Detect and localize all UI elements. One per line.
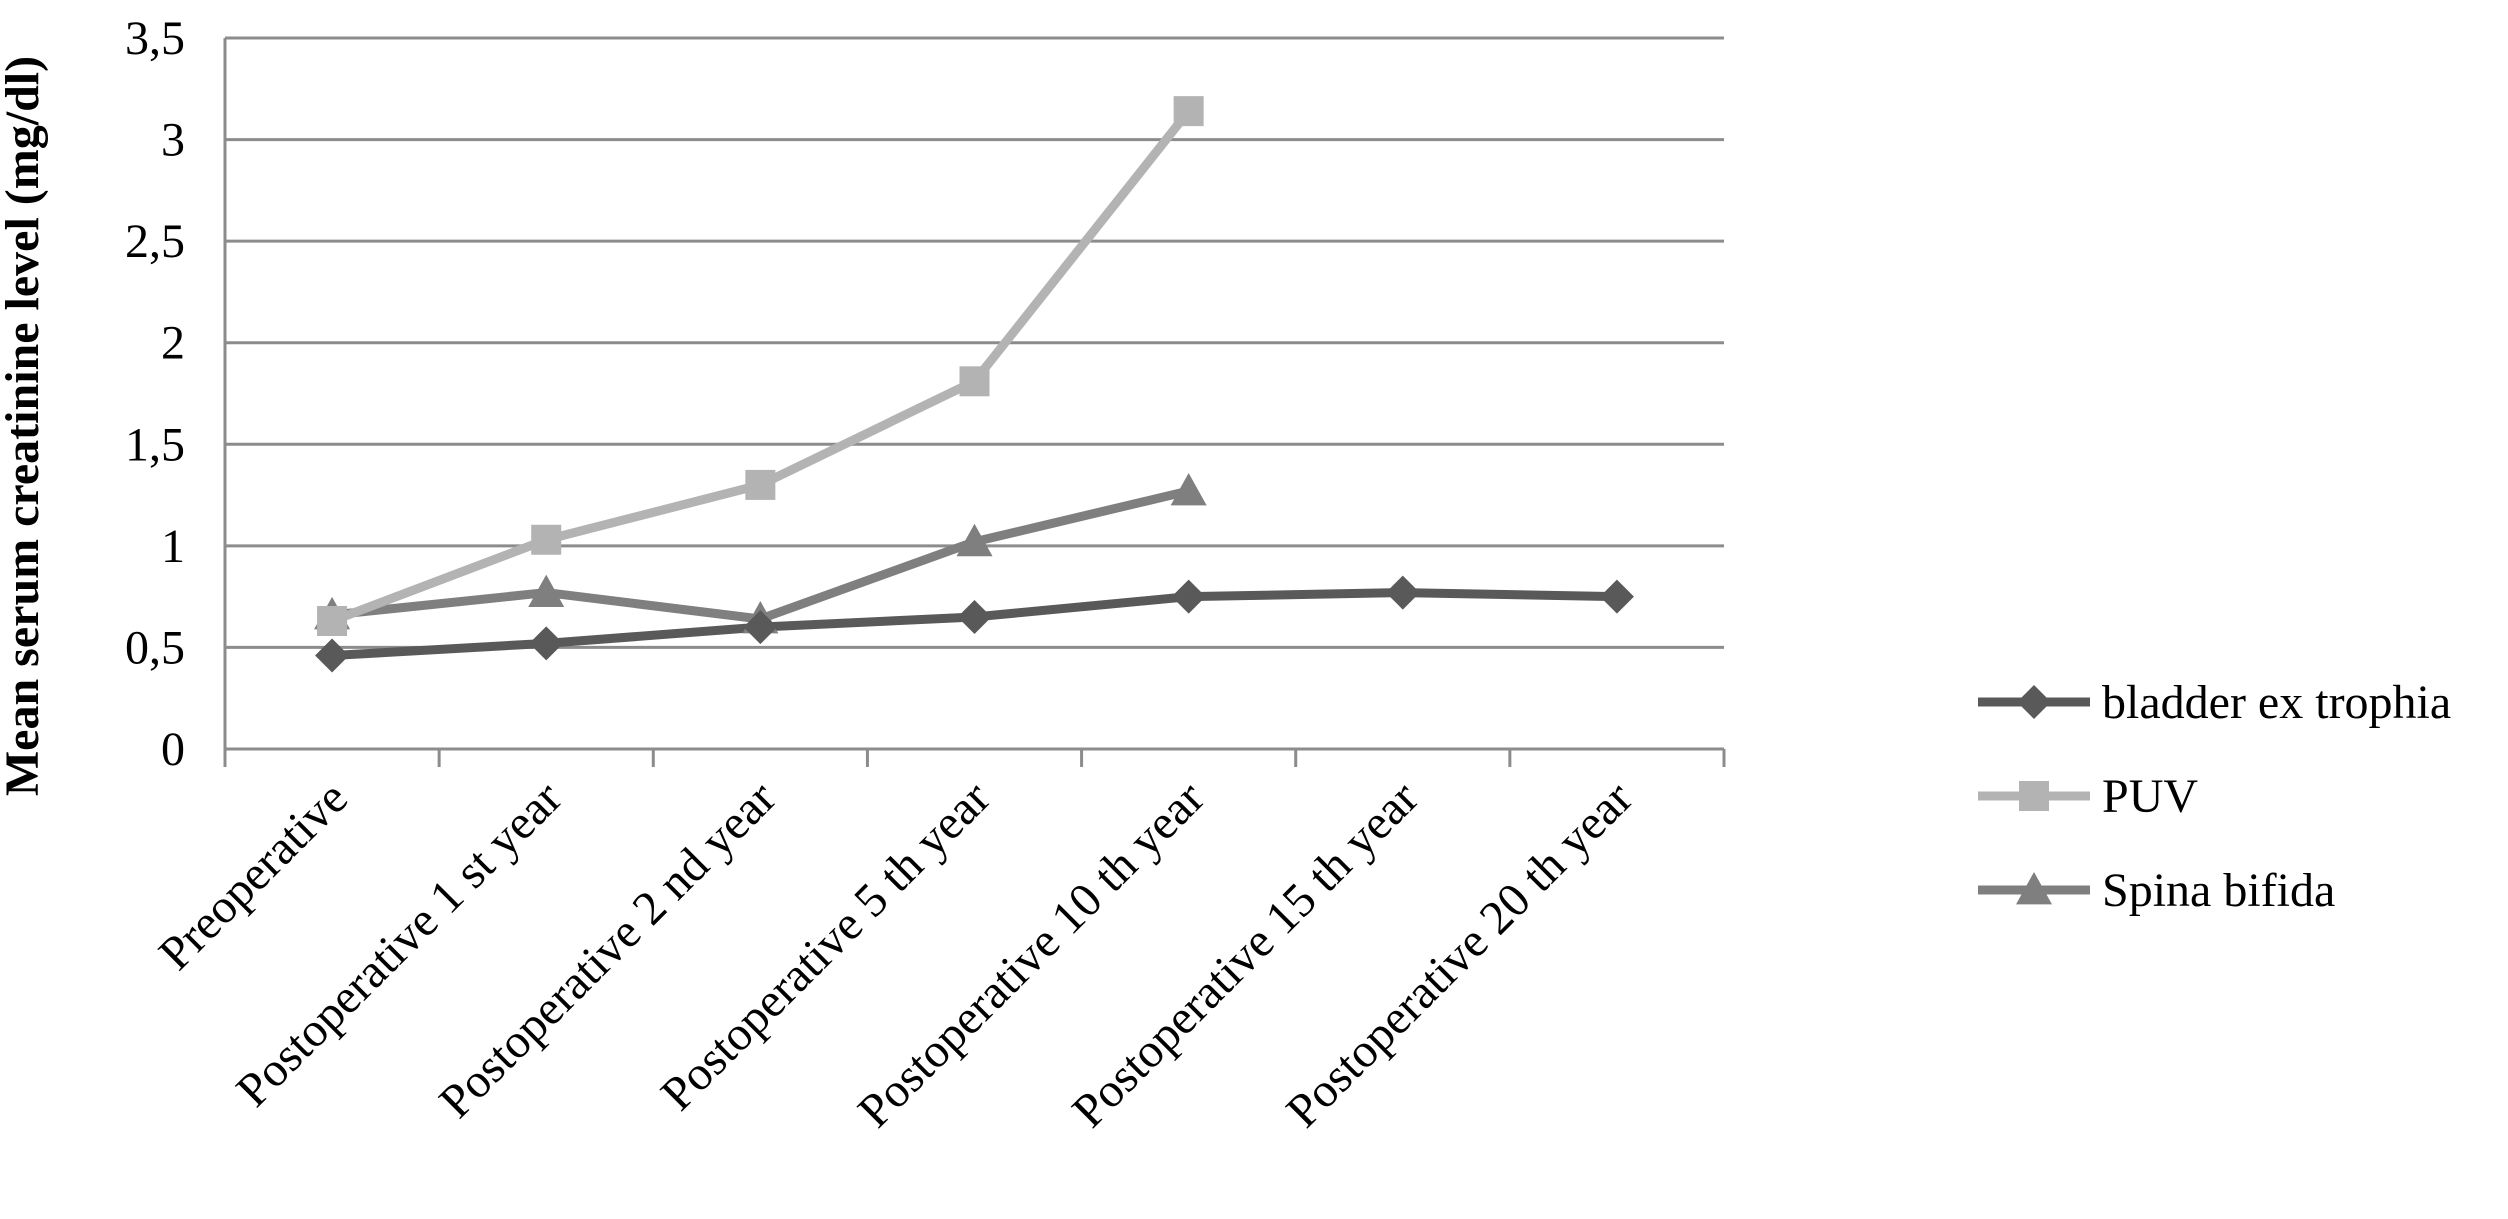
y-axis-label: Mean serum creatinine level (mg/dl) [0, 56, 49, 796]
y-tick-label: 2,5 [125, 215, 185, 268]
x-tick-label: Postoperative 15 th year [1062, 771, 1428, 1137]
data-point-diamond [1599, 579, 1634, 614]
legend-label: Spina bifida [2102, 864, 2335, 917]
data-point-square [745, 469, 776, 500]
legend-marker-square [2019, 781, 2049, 811]
data-point-square [1173, 96, 1204, 127]
y-tick-label: 1 [161, 520, 185, 573]
axes [223, 38, 1726, 767]
y-tick-label: 0 [161, 723, 185, 776]
series-line [331, 486, 1190, 624]
data-point-diamond [315, 638, 350, 673]
data-point-square [317, 606, 348, 637]
y-tick-label: 3,5 [125, 12, 185, 65]
legend: bladder ex trophia PUV Spina bifida [1978, 676, 2451, 917]
x-tick-label: Preoperative [149, 771, 358, 980]
y-tick-labels: 0 0,5 1 1,5 2 2,5 3 3,5 [125, 12, 185, 776]
data-point-diamond [957, 599, 992, 634]
legend-label: PUV [2102, 770, 2198, 823]
data-point-square [531, 524, 562, 555]
data-point-square [959, 366, 990, 397]
y-tick-label: 2 [161, 317, 185, 370]
x-tick-label: Postoperative 20 th year [1276, 771, 1642, 1137]
legend-marker-triangle [2016, 872, 2052, 905]
series-markers [314, 96, 1634, 673]
data-point-diamond [1171, 579, 1206, 614]
gridlines [225, 36, 1724, 649]
data-point-diamond [1385, 575, 1420, 610]
legend-marker-diamond [2017, 685, 2051, 719]
y-tick-label: 1,5 [125, 418, 185, 471]
data-point-diamond [743, 610, 778, 645]
legend-label: bladder ex trophia [2102, 676, 2451, 729]
data-point-triangle [528, 574, 565, 607]
data-point-diamond [529, 626, 564, 661]
y-tick-label: 0,5 [125, 621, 185, 674]
data-point-triangle [956, 523, 993, 557]
x-tick-label: Postoperative 10 th year [848, 771, 1214, 1137]
data-point-triangle [1170, 473, 1207, 506]
y-tick-label: 3 [161, 114, 185, 167]
